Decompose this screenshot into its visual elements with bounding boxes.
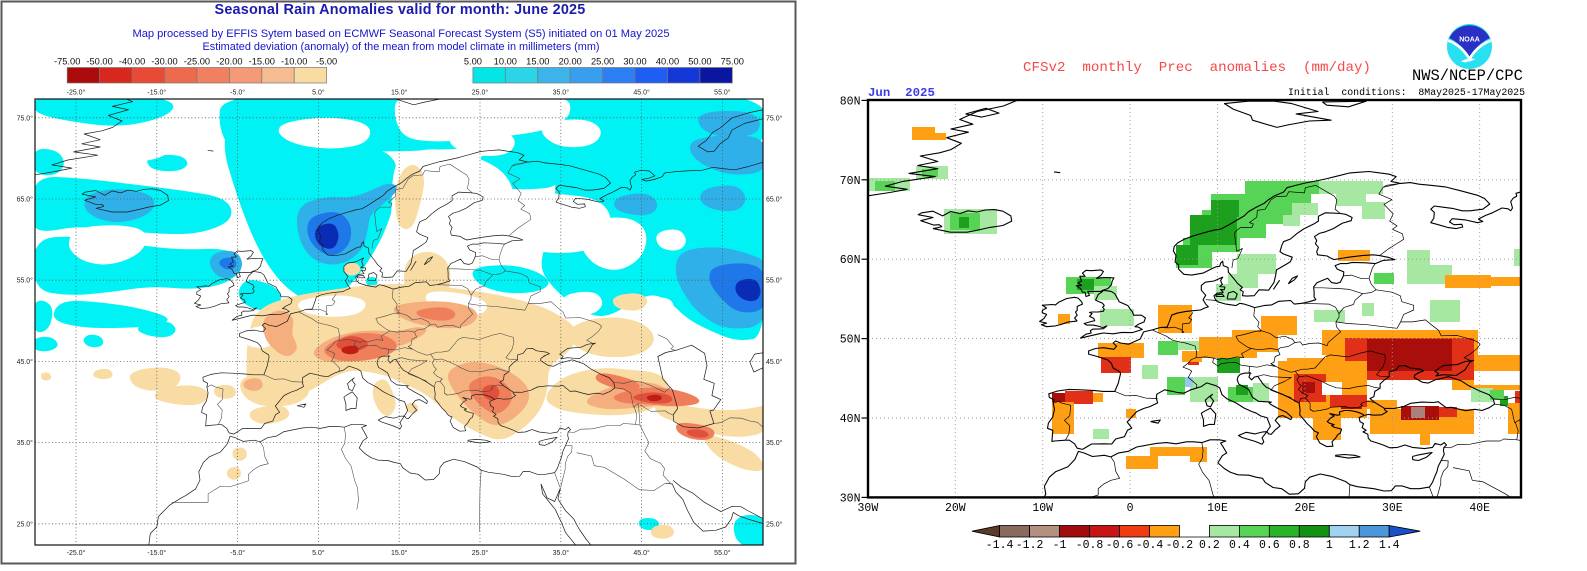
svg-text:-0.6: -0.6 xyxy=(1106,539,1134,552)
svg-text:25.0°: 25.0° xyxy=(766,520,783,528)
svg-text:40N: 40N xyxy=(840,413,861,426)
svg-text:-40.00: -40.00 xyxy=(119,57,145,67)
svg-text:-75.00: -75.00 xyxy=(54,57,80,67)
svg-text:60N: 60N xyxy=(840,254,861,267)
svg-text:50N: 50N xyxy=(840,334,861,347)
svg-text:40.00: 40.00 xyxy=(656,57,679,67)
svg-text:-1.4: -1.4 xyxy=(986,539,1014,552)
svg-text:0: 0 xyxy=(1127,502,1134,515)
svg-text:5.0°: 5.0° xyxy=(312,89,325,97)
svg-text:35.0°: 35.0° xyxy=(17,439,34,447)
svg-text:-1: -1 xyxy=(1053,539,1067,552)
svg-text:-25.0°: -25.0° xyxy=(67,549,86,557)
svg-text:1.4: 1.4 xyxy=(1379,539,1400,552)
svg-text:65.0°: 65.0° xyxy=(766,196,783,204)
svg-text:35.0°: 35.0° xyxy=(553,549,570,557)
svg-text:0.2: 0.2 xyxy=(1199,539,1220,552)
svg-text:-5.0°: -5.0° xyxy=(230,89,245,97)
svg-text:30W: 30W xyxy=(858,502,879,515)
svg-text:45.0°: 45.0° xyxy=(633,89,650,97)
svg-text:70N: 70N xyxy=(840,175,861,188)
svg-text:NOAA: NOAA xyxy=(1459,37,1480,44)
svg-text:45.0°: 45.0° xyxy=(766,358,783,366)
svg-text:35.0°: 35.0° xyxy=(553,89,570,97)
svg-text:0.8: 0.8 xyxy=(1289,539,1310,552)
svg-text:20.00: 20.00 xyxy=(559,57,582,67)
svg-text:75.0°: 75.0° xyxy=(766,114,783,122)
svg-text:10.00: 10.00 xyxy=(494,57,517,67)
svg-text:0.4: 0.4 xyxy=(1229,539,1250,552)
svg-text:65.0°: 65.0° xyxy=(17,196,34,204)
svg-text:-0.2: -0.2 xyxy=(1166,539,1194,552)
svg-text:15.0°: 15.0° xyxy=(391,549,408,557)
svg-text:30E: 30E xyxy=(1382,502,1403,515)
svg-text:-30.00: -30.00 xyxy=(151,57,177,67)
svg-text:25.0°: 25.0° xyxy=(472,89,489,97)
svg-text:55.0°: 55.0° xyxy=(714,89,731,97)
svg-text:-15.00: -15.00 xyxy=(249,57,275,67)
svg-text:-0.8: -0.8 xyxy=(1076,539,1104,552)
svg-text:-0.4: -0.4 xyxy=(1136,539,1164,552)
svg-text:-5.0°: -5.0° xyxy=(230,549,245,557)
svg-text:-20.00: -20.00 xyxy=(216,57,242,67)
svg-text:-25.0°: -25.0° xyxy=(67,89,86,97)
svg-text:75.0°: 75.0° xyxy=(17,114,34,122)
svg-text:-15.0°: -15.0° xyxy=(147,549,166,557)
svg-text:55.0°: 55.0° xyxy=(17,277,34,285)
svg-text:10W: 10W xyxy=(1032,502,1053,515)
svg-text:20W: 20W xyxy=(945,502,966,515)
svg-text:15.0°: 15.0° xyxy=(391,89,408,97)
svg-text:25.00: 25.00 xyxy=(591,57,614,67)
svg-text:10E: 10E xyxy=(1207,502,1228,515)
svg-text:25.0°: 25.0° xyxy=(17,520,34,528)
svg-text:30N: 30N xyxy=(840,492,861,505)
svg-text:20E: 20E xyxy=(1295,502,1316,515)
svg-text:0.6: 0.6 xyxy=(1259,539,1280,552)
svg-text:80N: 80N xyxy=(840,95,861,108)
svg-text:40E: 40E xyxy=(1469,502,1490,515)
svg-text:1: 1 xyxy=(1326,539,1333,552)
svg-text:30.00: 30.00 xyxy=(623,57,646,67)
svg-text:25.0°: 25.0° xyxy=(472,549,489,557)
svg-text:5.0°: 5.0° xyxy=(312,549,325,557)
svg-text:55.0°: 55.0° xyxy=(714,549,731,557)
svg-text:-10.00: -10.00 xyxy=(281,57,307,67)
svg-text:-1.2: -1.2 xyxy=(1016,539,1044,552)
svg-text:55.0°: 55.0° xyxy=(766,277,783,285)
svg-text:45.0°: 45.0° xyxy=(633,549,650,557)
svg-text:35.0°: 35.0° xyxy=(766,439,783,447)
svg-text:-5.00: -5.00 xyxy=(316,57,337,67)
svg-text:15.00: 15.00 xyxy=(526,57,549,67)
svg-text:45.0°: 45.0° xyxy=(17,358,34,366)
svg-text:50.00: 50.00 xyxy=(688,57,711,67)
svg-text:1.2: 1.2 xyxy=(1349,539,1370,552)
svg-text:5.00: 5.00 xyxy=(464,57,482,67)
svg-text:-50.00: -50.00 xyxy=(86,57,112,67)
svg-text:75.00: 75.00 xyxy=(721,57,744,67)
svg-text:-15.0°: -15.0° xyxy=(147,89,166,97)
svg-text:-25.00: -25.00 xyxy=(184,57,210,67)
